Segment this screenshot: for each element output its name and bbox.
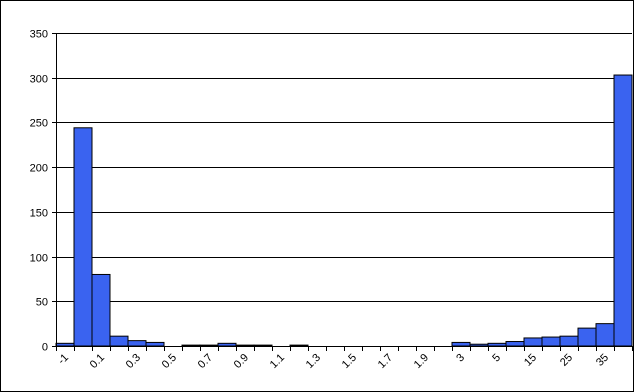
- y-tick-label: 300: [30, 74, 48, 86]
- bar: [127, 340, 147, 347]
- bar: [523, 337, 543, 347]
- y-tick-label: 100: [30, 253, 48, 265]
- x-tick-label: 0.5: [160, 352, 179, 371]
- x-tick-label: 0.1: [88, 352, 107, 371]
- bar: [217, 342, 237, 347]
- bar: [577, 327, 597, 347]
- bar: [109, 335, 129, 347]
- x-tick-label: 5: [490, 352, 503, 365]
- axis-layer: [52, 33, 633, 351]
- bar: [613, 74, 633, 347]
- bar: [559, 335, 579, 347]
- bar: [595, 323, 615, 347]
- bar: [199, 344, 219, 347]
- x-tick-label: 1.1: [268, 352, 287, 371]
- bar: [235, 344, 255, 347]
- x-tick-label: 1.5: [340, 352, 359, 371]
- bar: [289, 344, 309, 347]
- bar: [253, 344, 273, 347]
- x-tick-label: 1.3: [304, 352, 323, 371]
- bar: [55, 342, 75, 347]
- label-layer: 0 50 100 150 200 250 300 350 -1 0.1 0.3 0.5 0.7 0.9 1.…: [30, 29, 611, 371]
- x-tick-label: -1: [56, 352, 71, 367]
- y-tick-label: 200: [30, 163, 48, 175]
- y-tick-label: 250: [30, 118, 48, 130]
- x-tick-label: 0.3: [124, 352, 143, 371]
- bar: [73, 127, 93, 347]
- y-tick-label: 150: [30, 208, 48, 220]
- bar: [91, 273, 111, 347]
- y-tick-label: 50: [36, 297, 48, 309]
- x-tick-label: 1.9: [412, 352, 431, 371]
- x-tick-label: 3: [454, 352, 467, 365]
- bar: [469, 343, 489, 347]
- x-tick-label: 0.9: [232, 352, 251, 371]
- bar: [145, 341, 165, 347]
- bar: [505, 341, 525, 347]
- x-tick-label: 0.7: [196, 352, 215, 371]
- y-tick-label: 0: [42, 342, 48, 354]
- x-tick-label: 15: [522, 352, 539, 369]
- bar: [487, 342, 507, 347]
- x-tick-label: 25: [558, 352, 575, 369]
- grid-layer: [56, 33, 632, 302]
- y-tick-label: 350: [30, 29, 48, 41]
- bar: [451, 341, 471, 347]
- bar: [541, 336, 561, 347]
- x-tick-label: 1.7: [376, 352, 395, 371]
- bar-layer: [55, 74, 633, 347]
- x-tick-label: 35: [594, 352, 611, 369]
- bar: [181, 344, 201, 347]
